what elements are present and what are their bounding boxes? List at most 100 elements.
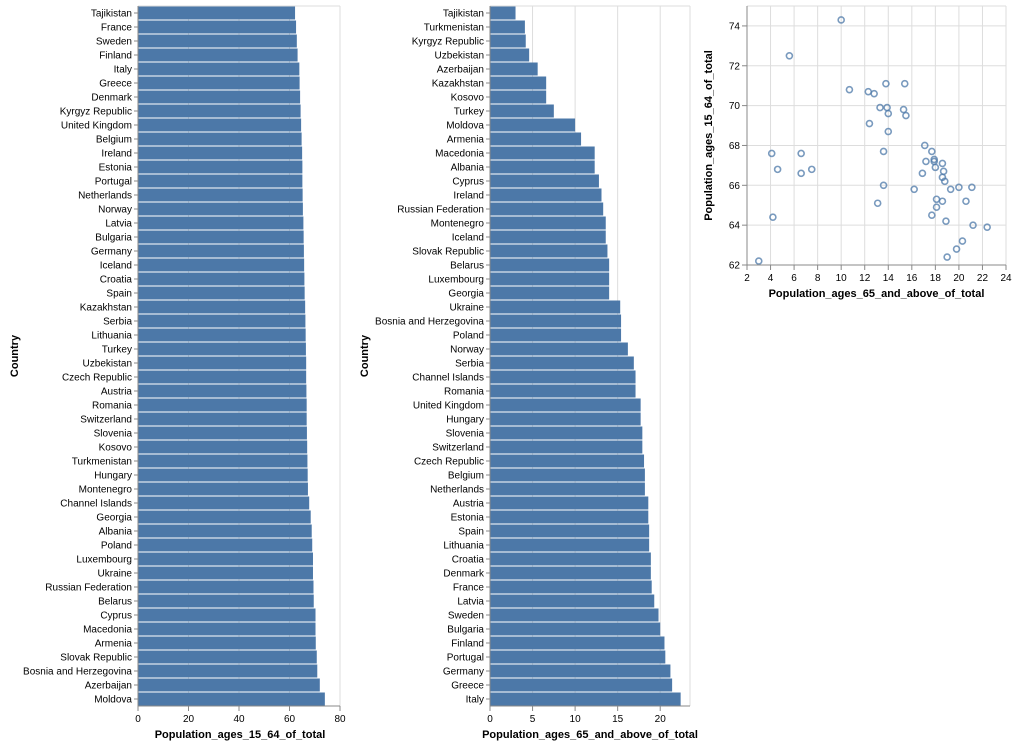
bar: [138, 426, 307, 440]
bar: [138, 496, 310, 510]
bar: [138, 314, 306, 328]
bar: [138, 440, 308, 454]
scatter-point: [983, 223, 991, 231]
category-label: Armenia: [447, 135, 485, 146]
bar: [138, 482, 308, 496]
category-label: Germany: [443, 667, 484, 678]
category-label: Turkmenistan: [424, 23, 484, 34]
y-axis-title: Population_ages_15_64_of_total: [703, 50, 715, 221]
category-label: Belgium: [448, 471, 484, 482]
category-label: Spain: [106, 289, 132, 300]
bar: [138, 202, 303, 216]
scatter-point: [942, 217, 950, 225]
category-label: Latvia: [105, 219, 132, 230]
category-label: Hungary: [446, 415, 484, 426]
scatter-point: [940, 177, 949, 186]
bar: [490, 6, 516, 20]
scatter-point: [754, 257, 763, 265]
x-tick-label: 16: [906, 273, 918, 284]
category-label: Ireland: [453, 191, 484, 202]
bar: [138, 650, 317, 664]
x-tick-label: 20: [953, 273, 965, 284]
y-tick-label: 62: [729, 261, 741, 272]
category-label: Turkey: [102, 345, 132, 356]
category-label: Kazakhstan: [80, 303, 132, 314]
category-label: Bosnia and Herzegovina: [23, 667, 132, 678]
bar: [490, 356, 634, 370]
category-label: Luxembourg: [76, 555, 132, 566]
x-tick-label: 10: [570, 714, 582, 725]
scatter-point: [884, 109, 893, 118]
bar: [138, 370, 307, 384]
x-tick-label: 10: [836, 273, 848, 284]
bar: [138, 538, 313, 552]
bar: [138, 132, 302, 146]
y-tick-label: 74: [729, 21, 741, 32]
scatter-point: [955, 183, 963, 192]
category-label: Armenia: [95, 639, 133, 650]
category-label: Romania: [92, 401, 132, 412]
x-tick-label: 40: [233, 714, 245, 725]
bar: [138, 216, 304, 230]
bar: [138, 552, 313, 566]
x-tick-label: 60: [284, 714, 296, 725]
bar: [490, 622, 661, 636]
category-label: Georgia: [448, 289, 484, 300]
scatter-point: [902, 111, 910, 120]
bar: [490, 692, 681, 706]
bar: [138, 580, 314, 594]
category-label: Uzbekistan: [435, 51, 484, 62]
category-label: Kyrgyz Republic: [60, 107, 132, 118]
bar: [138, 300, 306, 314]
scatter-point: [882, 79, 890, 88]
bar: [138, 174, 303, 188]
category-label: Norway: [98, 205, 132, 216]
bar: [490, 398, 641, 412]
bar: [490, 328, 622, 342]
x-tick-label: 0: [135, 714, 141, 725]
category-label: Russian Federation: [397, 205, 484, 216]
scatter-point: [773, 165, 782, 174]
category-label: Serbia: [455, 359, 484, 370]
category-label: Estonia: [99, 163, 133, 174]
scatter-point: [865, 119, 874, 128]
category-label: Russian Federation: [45, 583, 132, 594]
category-label: Ireland: [101, 149, 132, 160]
bar: [138, 342, 306, 356]
bar: [138, 90, 301, 104]
category-label: Montenegro: [79, 485, 133, 496]
bar: [490, 342, 628, 356]
bar: [138, 412, 307, 426]
x-axis-title: Population_ages_65_and_above_of_total: [482, 729, 698, 741]
category-label: Croatia: [452, 555, 485, 566]
bar: [138, 468, 308, 482]
scatter-point: [870, 89, 878, 98]
category-label: Moldova: [446, 121, 484, 132]
bar: [490, 538, 650, 552]
scatter-point: [873, 199, 882, 208]
bar: [490, 510, 649, 524]
bar: [138, 104, 301, 118]
x-tick-label: 22: [977, 273, 989, 284]
bar: [490, 370, 636, 384]
category-label: Kosovo: [451, 93, 485, 104]
scatter-point: [900, 79, 909, 88]
bar: [490, 650, 666, 664]
bar: [138, 692, 325, 706]
category-label: Sweden: [96, 37, 132, 48]
bar: [490, 496, 649, 510]
category-label: Kyrgyz Republic: [412, 37, 484, 48]
category-label: Ukraine: [98, 569, 133, 580]
bar: [138, 454, 308, 468]
bar: [138, 608, 316, 622]
category-label: Portugal: [447, 653, 484, 664]
category-label: Spain: [458, 527, 484, 538]
x-tick-label: 80: [334, 714, 346, 725]
bar: [490, 272, 610, 286]
category-label: Latvia: [457, 597, 484, 608]
bar: [490, 314, 622, 328]
x-tick-label: 8: [815, 273, 821, 284]
category-label: Czech Republic: [62, 373, 132, 384]
category-label: Georgia: [96, 513, 132, 524]
scatter-point: [932, 203, 941, 212]
